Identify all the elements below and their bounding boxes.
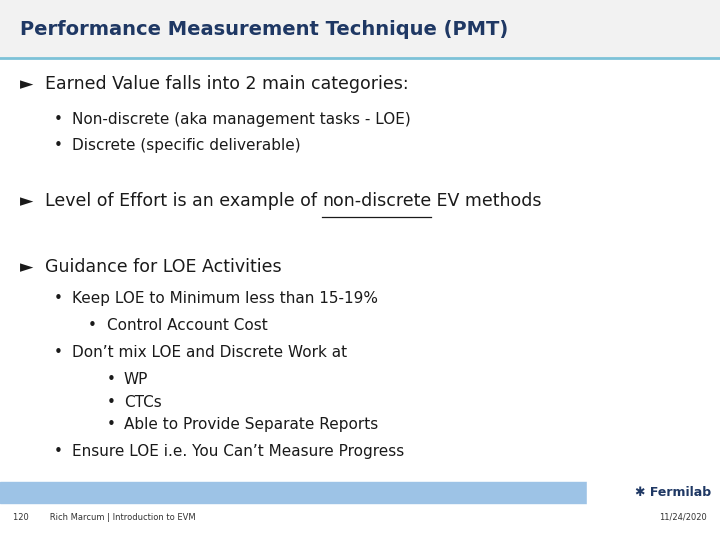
Text: •: •: [54, 291, 63, 306]
Bar: [0, 482, 720, 503]
Bar: [587, 477, 720, 508]
Text: 11/24/2020: 11/24/2020: [660, 513, 707, 522]
Text: Control Account Cost: Control Account Cost: [107, 318, 267, 333]
Text: •: •: [88, 318, 96, 333]
Text: Ensure LOE i.e. You Can’t Measure Progress: Ensure LOE i.e. You Can’t Measure Progre…: [72, 444, 404, 460]
Text: •: •: [54, 345, 63, 360]
Text: ✱ Fermilab: ✱ Fermilab: [635, 486, 711, 499]
Text: •: •: [54, 444, 63, 460]
Text: Keep LOE to Minimum less than 15-19%: Keep LOE to Minimum less than 15-19%: [72, 291, 378, 306]
Text: Level of Effort is an example of: Level of Effort is an example of: [45, 192, 322, 211]
Text: ►: ►: [20, 192, 34, 211]
Text: Discrete (specific deliverable): Discrete (specific deliverable): [72, 138, 301, 153]
Text: ►: ►: [20, 75, 34, 93]
Bar: [0, 0, 720, 57]
Text: Guidance for LOE Activities: Guidance for LOE Activities: [45, 258, 282, 276]
Text: Non-discrete (aka management tasks - LOE): Non-discrete (aka management tasks - LOE…: [72, 112, 410, 127]
Text: Earned Value falls into 2 main categories:: Earned Value falls into 2 main categorie…: [45, 75, 408, 93]
Text: Don’t mix LOE and Discrete Work at: Don’t mix LOE and Discrete Work at: [72, 345, 347, 360]
Text: •: •: [107, 417, 115, 433]
Text: non-discrete: non-discrete: [322, 192, 431, 211]
Text: •: •: [54, 138, 63, 153]
Text: EV methods: EV methods: [431, 192, 542, 211]
Text: Performance Measurement Technique (PMT): Performance Measurement Technique (PMT): [20, 20, 508, 39]
Text: 120        Rich Marcum | Introduction to EVM: 120 Rich Marcum | Introduction to EVM: [13, 513, 196, 522]
Text: CTCs: CTCs: [124, 395, 161, 410]
Text: •: •: [54, 112, 63, 127]
Text: ►: ►: [20, 258, 34, 276]
Text: Able to Provide Separate Reports: Able to Provide Separate Reports: [124, 417, 378, 433]
Text: WP: WP: [124, 372, 148, 387]
Text: •: •: [107, 372, 115, 387]
Text: •: •: [107, 395, 115, 410]
